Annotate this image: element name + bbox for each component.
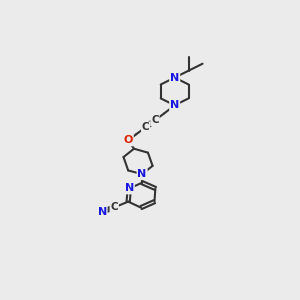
Text: C: C <box>151 115 159 125</box>
Text: C: C <box>142 122 149 132</box>
Text: N: N <box>170 100 179 110</box>
Text: N: N <box>98 207 107 217</box>
Text: C: C <box>110 202 118 212</box>
Text: O: O <box>124 135 133 146</box>
Text: N: N <box>137 169 147 179</box>
Text: N: N <box>170 73 179 82</box>
Text: N: N <box>125 184 134 194</box>
